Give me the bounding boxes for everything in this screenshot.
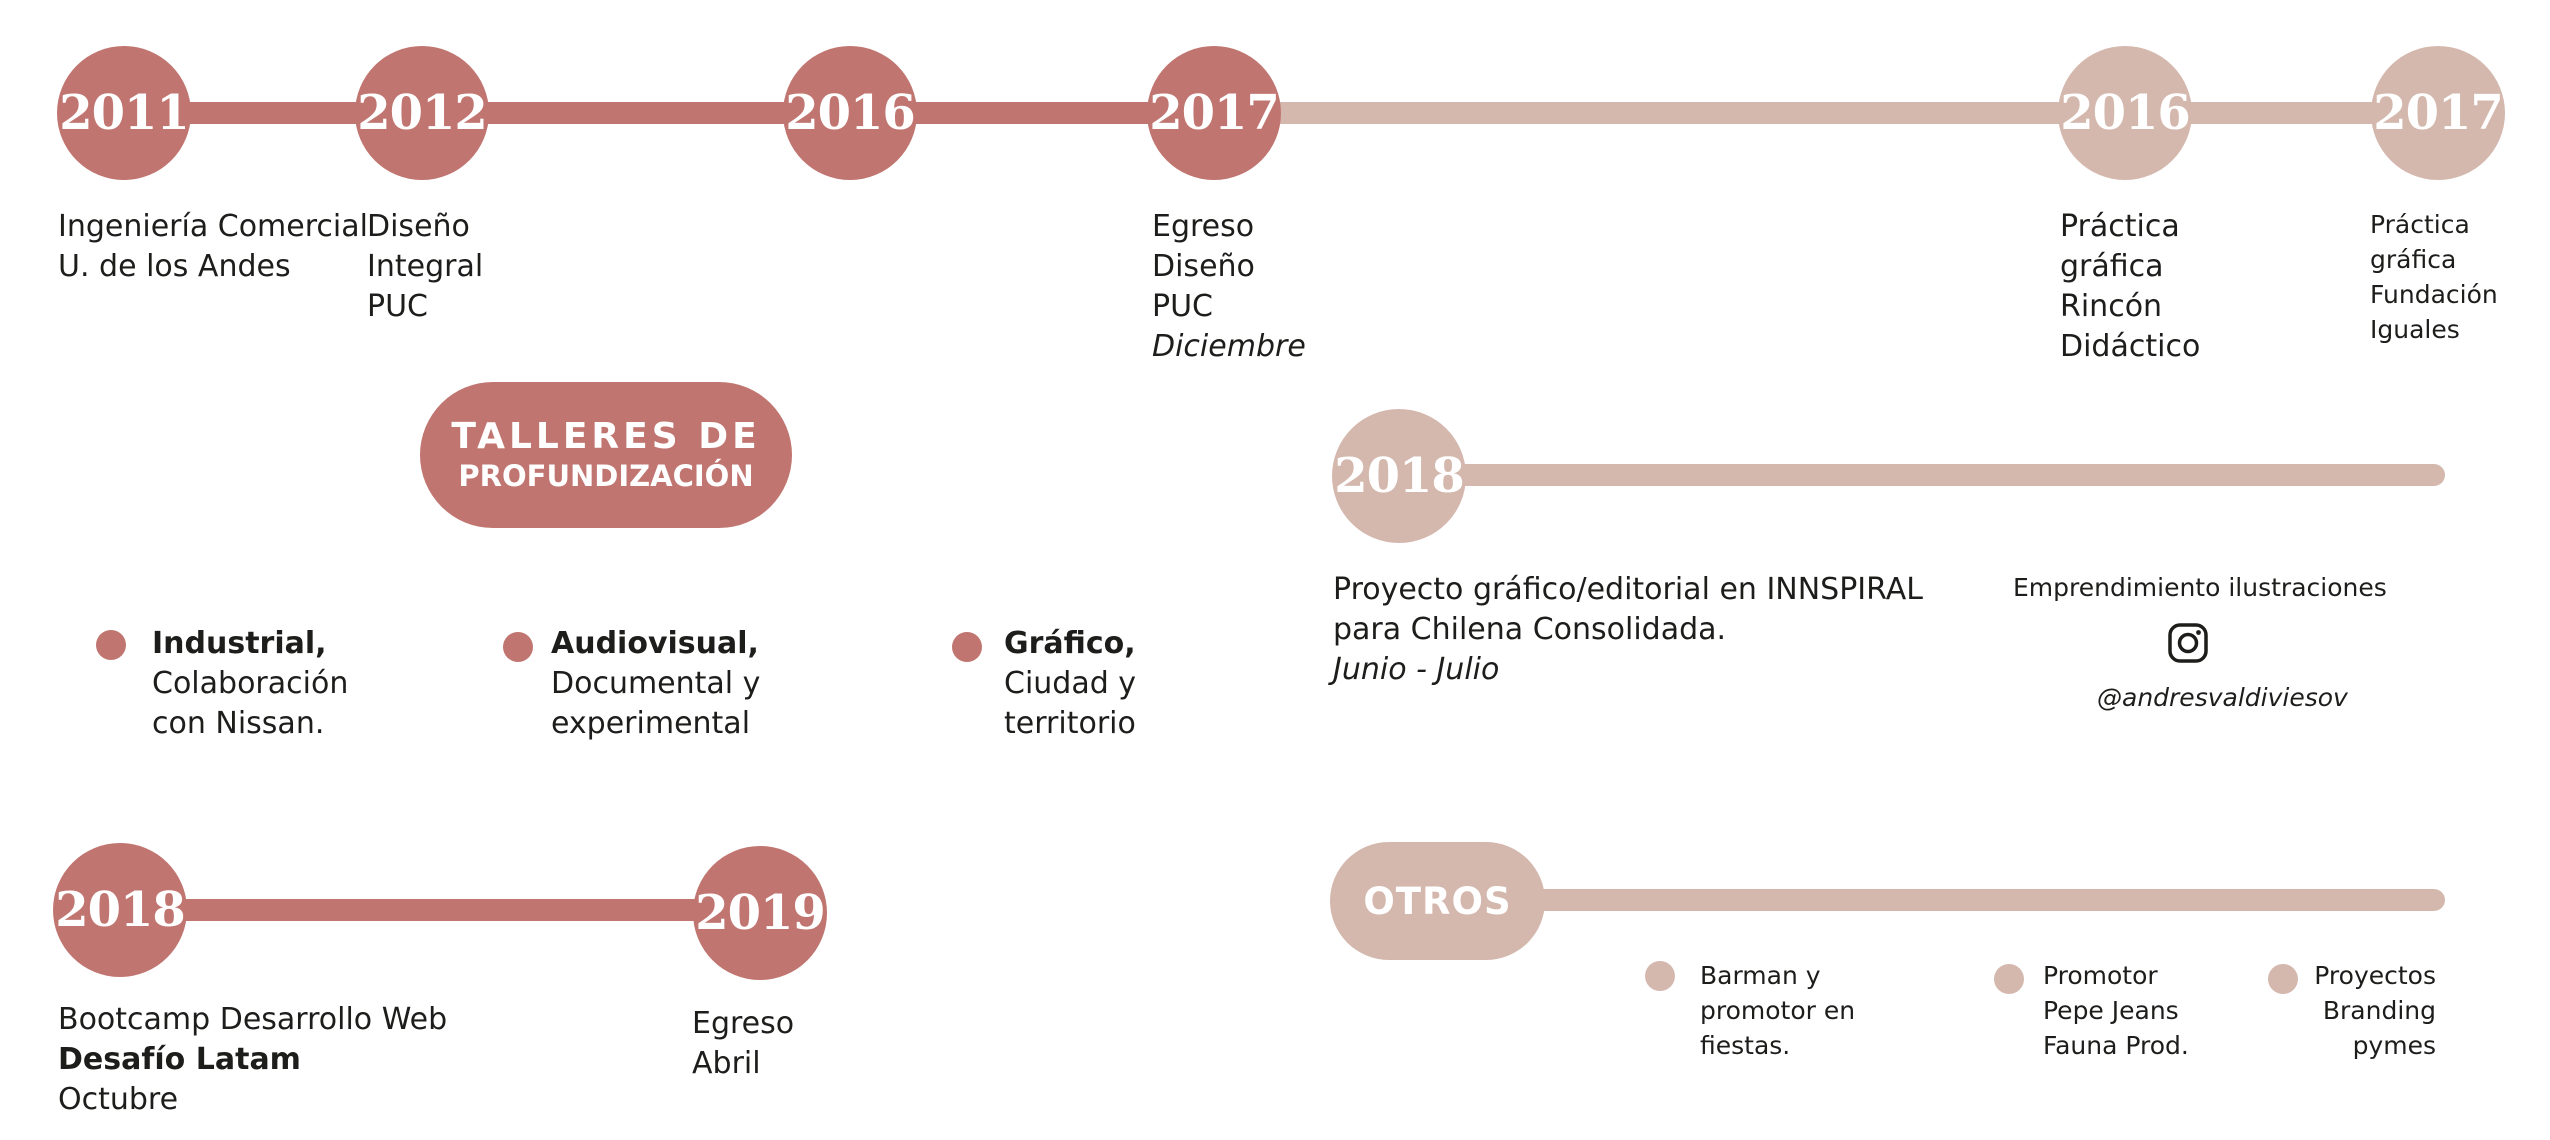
taller-head: Audiovisual, <box>551 626 759 661</box>
timeline-top-bar-dark <box>120 102 1220 124</box>
taller-industrial-bullet <box>96 630 126 660</box>
otros-proyectos-bullet <box>2268 964 2298 994</box>
year-2012-label: 2012 <box>357 85 488 141</box>
otros-promotor-bullet <box>1994 964 2024 994</box>
egreso-2019-text: Egreso Abril <box>692 1004 794 1084</box>
taller-industrial-text: Industrial, Colaboración con Nissan. <box>152 624 348 744</box>
text-line: PUC <box>1152 289 1213 324</box>
venture-title: Emprendimiento ilustraciones <box>2013 573 2387 602</box>
text-line: Documental y <box>551 666 761 701</box>
text-line: Branding <box>2322 996 2436 1025</box>
milestone-2011-text: Ingeniería Comercial U. de los Andes <box>58 207 368 287</box>
text-line: Iguales <box>2370 315 2460 344</box>
taller-head: Industrial, <box>152 626 327 661</box>
text-line: Ingeniería Comercial <box>58 209 368 244</box>
milestone-2017-practica-text: Práctica gráfica Fundación Iguales <box>2370 207 2498 347</box>
year-2016-practica-circle: 2016 <box>2058 46 2192 180</box>
text-line: fiestas. <box>1700 1031 1791 1060</box>
text-line: gráfica <box>2370 245 2457 274</box>
otros-barman-bullet <box>1645 961 1675 991</box>
year-2017-practica-label: 2017 <box>2373 85 2504 141</box>
year-2016-label: 2016 <box>785 85 916 141</box>
text-line: Rincón <box>2060 289 2163 324</box>
text-line: con Nissan. <box>152 706 325 741</box>
project-dates: Junio - Julio <box>1333 652 1500 687</box>
milestone-2012-text: Diseño Integral PUC <box>367 207 483 327</box>
text-line: Práctica <box>2370 210 2470 239</box>
taller-grafico-text: Gráfico, Ciudad y territorio <box>1004 624 1136 744</box>
year-2017-label: 2017 <box>1149 85 1280 141</box>
year-2018-mid-circle: 2018 <box>1332 409 1466 543</box>
text-line: Diseño <box>367 209 470 244</box>
talleres-title-line2: PROFUNDIZACIÓN <box>458 459 754 493</box>
year-2011-circle: 2011 <box>57 46 191 180</box>
text-line: territorio <box>1004 706 1136 741</box>
year-2019-circle: 2019 <box>693 846 827 980</box>
timeline-2018-bar <box>1400 464 2445 486</box>
otros-barman-text: Barman y promotor en fiestas. <box>1700 958 1855 1063</box>
text-line: Promotor <box>2043 961 2158 990</box>
text-line: para Chilena Consolidada. <box>1333 612 1727 647</box>
text-line: Octubre <box>58 1082 179 1117</box>
milestone-2017-month: Diciembre <box>1152 329 1306 364</box>
text-line: Ciudad y <box>1004 666 1137 701</box>
text-line: Diseño <box>1152 249 1255 284</box>
taller-head: Gráfico, <box>1004 626 1136 661</box>
timeline-bottom-bar <box>118 899 768 921</box>
year-2017-practica-circle: 2017 <box>2371 46 2505 180</box>
text-line: promotor en <box>1700 996 1856 1025</box>
instagram-handle[interactable]: @andresvaldiviesov <box>2097 683 2348 712</box>
text-line: U. de los Andes <box>58 249 291 284</box>
year-2012-circle: 2012 <box>355 46 489 180</box>
text-line: Práctica <box>2060 209 2180 244</box>
text-line: Fauna Prod. <box>2043 1031 2189 1060</box>
taller-grafico-bullet <box>952 632 982 662</box>
text-line: Egreso <box>692 1006 795 1041</box>
text-line: Didáctico <box>2060 329 2201 364</box>
text-line: Egreso <box>1152 209 1255 244</box>
text-line: Pepe Jeans <box>2043 996 2179 1025</box>
otros-proyectos-text: Proyectos Branding pymes <box>2314 958 2436 1063</box>
year-2018-mid-label: 2018 <box>1334 448 1465 504</box>
text-line: Colaboración <box>152 666 349 701</box>
talleres-title-line1: TALLERES DE <box>451 416 761 457</box>
project-innspiral-text: Proyecto gráfico/editorial en INNSPIRAL … <box>1333 570 1923 690</box>
text-line: Proyectos <box>2314 961 2436 990</box>
year-2018-bottom-label: 2018 <box>55 882 186 938</box>
text-line: PUC <box>367 289 428 324</box>
text-line: Proyecto gráfico/editorial en INNSPIRAL <box>1333 572 1924 607</box>
bootcamp-text: Bootcamp Desarrollo Web Desafío Latam Oc… <box>58 1000 447 1120</box>
text-line: experimental <box>551 706 751 741</box>
otros-title: OTROS <box>1363 879 1512 923</box>
year-2016-circle: 2016 <box>783 46 917 180</box>
year-2017-circle: 2017 <box>1147 46 1281 180</box>
text-line: Bootcamp Desarrollo Web <box>58 1002 448 1037</box>
text-line: gráfica <box>2060 249 2164 284</box>
otros-promotor-text: Promotor Pepe Jeans Fauna Prod. <box>2043 958 2189 1063</box>
instagram-icon[interactable] <box>2168 623 2208 663</box>
text-line: Barman y <box>1700 961 1821 990</box>
text-line: Fundación <box>2370 280 2498 309</box>
milestone-2016-practica-text: Práctica gráfica Rincón Didáctico <box>2060 207 2200 367</box>
bootcamp-org: Desafío Latam <box>58 1042 301 1077</box>
year-2018-bottom-circle: 2018 <box>53 843 187 977</box>
taller-audiovisual-bullet <box>503 632 533 662</box>
talleres-pill: TALLERES DE PROFUNDIZACIÓN <box>420 382 792 528</box>
taller-audiovisual-text: Audiovisual, Documental y experimental <box>551 624 760 744</box>
timeline-top-bar-light <box>1220 102 2500 124</box>
year-2011-label: 2011 <box>59 85 190 141</box>
text-line: pymes <box>2352 1031 2436 1060</box>
year-2019-label: 2019 <box>695 885 826 941</box>
otros-pill: OTROS <box>1330 842 1545 960</box>
year-2016-practica-label: 2016 <box>2060 85 2191 141</box>
text-line: Integral <box>367 249 484 284</box>
text-line: Abril <box>692 1046 761 1081</box>
otros-bar <box>1500 889 2445 911</box>
milestone-2017-text: Egreso Diseño PUC Diciembre <box>1152 207 1306 367</box>
